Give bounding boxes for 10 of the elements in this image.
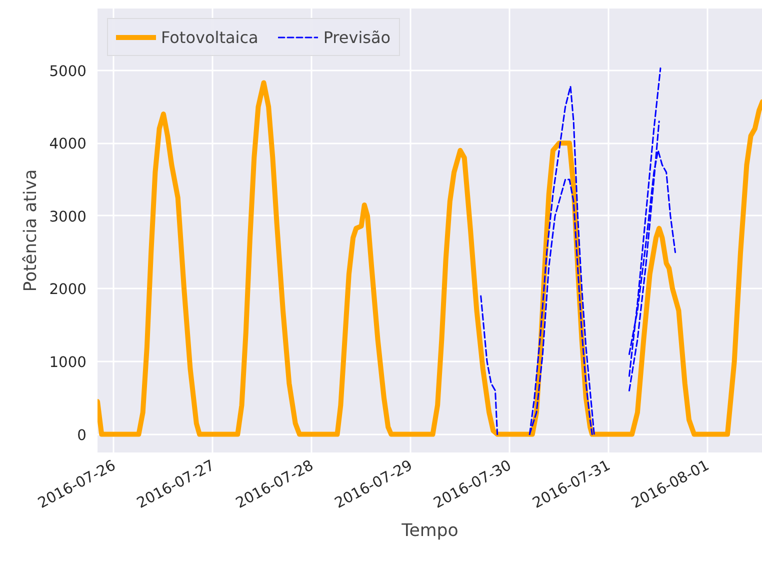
y-tick-label: 1000 [49,354,87,372]
legend-label: Previsão [323,28,391,46]
y-tick-label: 5000 [49,62,87,80]
legend-label: Fotovoltaica [161,28,258,46]
x-axis-title: Tempo [400,521,458,542]
y-tick-label: 4000 [49,136,87,153]
y-tick-label: 0 [77,426,87,444]
y-axis-title: Potência ativa [21,169,42,292]
y-tick-label: 2000 [49,281,87,298]
y-tick-label: 3000 [49,208,87,226]
